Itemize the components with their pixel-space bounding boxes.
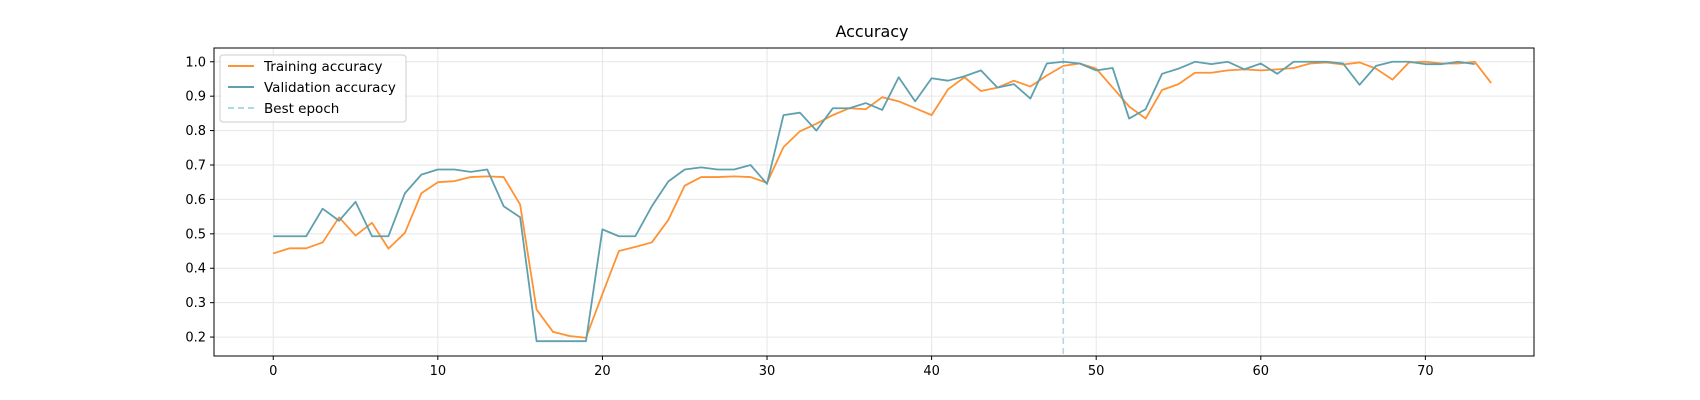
x-tick-label: 60 — [1253, 364, 1270, 379]
series-layer — [272, 60, 1492, 343]
x-tick-label: 10 — [430, 364, 447, 379]
legend-label-validation: Validation accuracy — [264, 80, 396, 96]
y-tick-label: 0.3 — [185, 296, 206, 311]
chart-title: Accuracy — [835, 22, 908, 41]
y-tick-label: 0.7 — [185, 159, 206, 174]
x-tick-label: 30 — [759, 364, 776, 379]
legend-label-best-epoch: Best epoch — [264, 101, 339, 117]
x-tick-label: 0 — [269, 364, 277, 379]
validation-accuracy-line — [273, 60, 1475, 343]
axis-ticks: 0 10 20 30 40 50 60 70 0.2 0.3 0.4 0.5 0.6 0.7 0.8 0.9 1… — [185, 55, 1433, 379]
grid — [214, 48, 1534, 356]
legend-box — [219, 54, 407, 123]
y-tick-label: 0.8 — [185, 124, 206, 139]
legend-label-training: Training accuracy — [263, 59, 382, 75]
x-tick-label: 40 — [923, 364, 940, 379]
x-tick-label: 50 — [1088, 364, 1105, 379]
y-tick-label: 0.9 — [185, 90, 206, 105]
y-tick-label: 0.5 — [185, 227, 206, 242]
x-tick-label: 20 — [594, 364, 611, 379]
y-tick-label: 0.4 — [185, 262, 206, 277]
y-tick-label: 0.6 — [185, 193, 206, 208]
x-tick-label: 70 — [1417, 364, 1434, 379]
training-accuracy-line — [272, 60, 1492, 339]
legend: Training accuracy Validation accuracy Be… — [219, 54, 407, 123]
plot-frame — [213, 47, 1535, 357]
y-tick-label: 1.0 — [185, 55, 206, 70]
y-tick-label: 0.2 — [185, 331, 206, 346]
